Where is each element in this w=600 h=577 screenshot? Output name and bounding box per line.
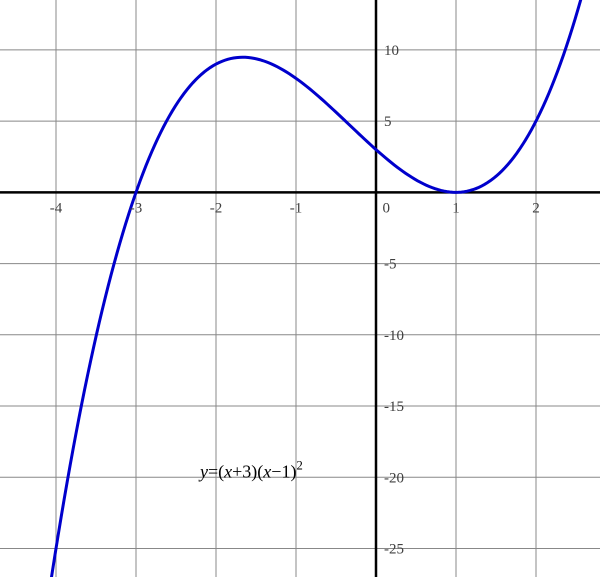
equation-label: y=(x+3)(x−1)2 xyxy=(198,458,303,482)
x-tick-label: -1 xyxy=(290,200,303,216)
cubic-function-chart: -4-3-2-1012-25-20-15-10-5510y=(x+3)(x−1)… xyxy=(0,0,600,577)
chart-svg: -4-3-2-1012-25-20-15-10-5510y=(x+3)(x−1)… xyxy=(0,0,600,577)
y-tick-label: 5 xyxy=(384,114,392,130)
y-tick-label: -20 xyxy=(384,470,404,486)
x-tick-label: 1 xyxy=(452,200,460,216)
y-tick-label: -15 xyxy=(384,399,404,415)
x-tick-label: -4 xyxy=(50,200,63,216)
chart-background xyxy=(0,0,600,577)
y-tick-label: -10 xyxy=(384,328,404,344)
x-tick-label: -2 xyxy=(210,200,223,216)
x-tick-label: -3 xyxy=(130,200,143,216)
y-tick-label: 10 xyxy=(384,43,399,59)
y-tick-label: -25 xyxy=(384,542,404,558)
x-tick-label: 0 xyxy=(383,200,391,216)
y-tick-label: -5 xyxy=(384,257,397,273)
x-tick-label: 2 xyxy=(532,200,540,216)
